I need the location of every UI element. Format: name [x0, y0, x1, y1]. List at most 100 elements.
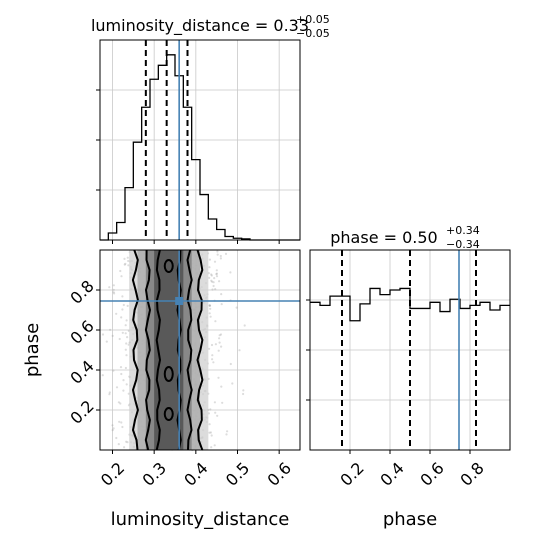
sample-point [127, 264, 130, 267]
sample-point [122, 379, 125, 382]
contour-island [163, 407, 174, 421]
sample-point [122, 303, 125, 307]
tick-label-x-luminosity-distance: 0.3 [139, 458, 170, 489]
tick-label-x-phase: 0.8 [456, 458, 487, 489]
sample-point [219, 333, 223, 336]
density-panel-phase-vs-luminosity-distance: 0.2 0.3 0.4 0.5 0.6 0.2 0.4 0.6 0.8 [66, 249, 301, 490]
sample-point [125, 319, 128, 322]
sample-point [211, 358, 214, 361]
sample-point [219, 257, 222, 260]
sample-point [243, 324, 246, 327]
sample-point [121, 331, 124, 334]
sample-point [208, 347, 211, 350]
sample-point [119, 366, 123, 369]
tick-label-x-phase: 0.4 [376, 458, 407, 489]
sample-point [215, 275, 219, 278]
sample-point [125, 342, 128, 345]
sample-point [229, 362, 232, 366]
sample-point [123, 446, 126, 449]
sample-point [213, 260, 217, 263]
truth-marker [175, 297, 184, 305]
sample-point [119, 402, 122, 405]
sample-point [111, 334, 114, 337]
sample-point [220, 303, 223, 306]
sample-point [210, 273, 213, 276]
contour-island [163, 366, 174, 382]
sample-point [208, 312, 211, 315]
sample-point [220, 345, 223, 348]
tick-label-x-luminosity-distance: 0.2 [97, 458, 128, 489]
sample-point [216, 414, 219, 417]
sample-point [215, 269, 218, 272]
sample-point [208, 304, 211, 307]
sample-point [101, 333, 105, 336]
sample-point [125, 354, 128, 357]
sample-point [218, 337, 221, 340]
sample-point [112, 427, 115, 430]
sample-point [117, 401, 120, 404]
sample-point [229, 271, 232, 274]
sample-point [238, 349, 241, 352]
title-luminosity-distance: luminosity_distance = 0.33 [91, 16, 309, 36]
sample-point [209, 408, 212, 411]
sample-point [113, 292, 116, 295]
sample-point [112, 288, 115, 291]
ylabel-phase: phase [22, 323, 43, 377]
tick-label-y-phase: 0.8 [66, 276, 97, 307]
sample-point [126, 336, 129, 339]
title-phase-sub: −0.34 [446, 238, 480, 251]
sample-point [209, 315, 212, 318]
sample-point [121, 295, 124, 298]
sample-point [212, 284, 215, 288]
contour-island [163, 259, 174, 273]
sample-point [218, 334, 221, 337]
sample-point [118, 337, 121, 341]
histogram-panel-luminosity-distance [96, 39, 301, 244]
sample-point [123, 257, 126, 260]
sample-point [126, 304, 129, 307]
sample-point [210, 274, 213, 277]
sample-point [213, 401, 216, 404]
sample-point [210, 434, 213, 437]
sample-point [208, 304, 211, 307]
sample-point [112, 291, 115, 294]
tick-label-x-phase: 0.6 [416, 458, 447, 489]
sample-point [127, 259, 130, 263]
contour-line [186, 249, 193, 451]
title-phase-main: phase = 0.50 [330, 228, 437, 247]
sample-point [101, 374, 104, 377]
sample-point [209, 431, 212, 434]
sample-point [124, 332, 127, 335]
sample-point [109, 328, 112, 331]
contour-line [131, 249, 139, 451]
sample-point [208, 431, 211, 434]
sample-point [216, 253, 219, 256]
sample-point [120, 316, 123, 319]
sample-point [224, 252, 228, 255]
sample-point [226, 430, 229, 433]
sample-point [217, 349, 220, 352]
sample-point [216, 250, 219, 253]
contour-line [196, 249, 204, 451]
tick-label-x-phase: 0.2 [336, 458, 367, 489]
sample-point [225, 433, 228, 436]
tick-label-x-luminosity-distance: 0.6 [264, 458, 295, 489]
sample-point [124, 366, 127, 370]
sample-point [112, 369, 115, 372]
histogram-step-luminosity-distance [100, 54, 300, 241]
sample-point [111, 424, 114, 427]
tick-label-y-phase: 0.2 [66, 396, 97, 427]
sample-point [219, 254, 222, 258]
sample-point [211, 354, 214, 357]
sample-point [215, 273, 218, 276]
sample-point [210, 446, 213, 449]
sample-point [108, 393, 111, 396]
sample-point [212, 361, 215, 364]
sample-point [213, 444, 216, 447]
sample-point [211, 280, 214, 283]
sample-point [108, 286, 111, 289]
sample-point [214, 411, 217, 414]
contour-line [144, 249, 152, 451]
sample-point [124, 324, 127, 327]
sample-point [214, 343, 217, 346]
